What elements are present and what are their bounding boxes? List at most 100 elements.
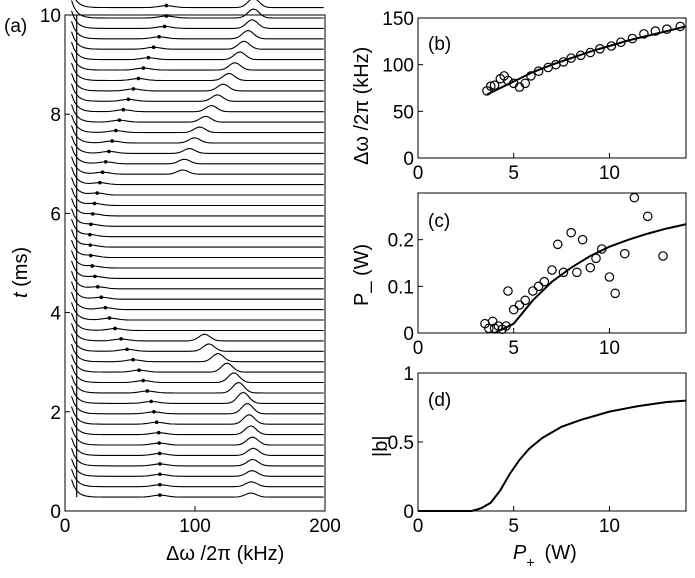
spectrum-trace <box>70 198 324 217</box>
data-point <box>487 316 498 327</box>
spectrum-trace <box>70 104 324 123</box>
panel-c-ytick-label: 0 <box>403 324 414 345</box>
data-point <box>650 26 661 36</box>
data-point <box>503 286 513 296</box>
panel-d-xtick-label: 10 <box>599 516 620 537</box>
spectrum-trace <box>70 343 324 363</box>
peak-track-dot <box>157 441 161 445</box>
peak-track-dot <box>119 337 123 341</box>
spectrum-trace <box>70 458 324 477</box>
peak-track-dot <box>126 97 131 102</box>
panel-a-ytick-label: 4 <box>50 304 61 325</box>
panel-d: (d) |b| P+ (W) 0 5 10 0 0.5 1 <box>370 364 687 570</box>
peak-track-dot <box>154 420 159 425</box>
peak-track-dot <box>103 305 108 310</box>
peak-track-dot <box>88 232 92 237</box>
panel-a-ytick-label: 0 <box>50 502 61 523</box>
panel-d-label: (d) <box>428 390 451 411</box>
peak-track-dot <box>89 222 93 227</box>
peak-track-dot <box>117 118 122 122</box>
peak-track-dot <box>88 253 93 258</box>
panel-c: (c) P_ (W) 0 5 10 0 0.1 0.2 <box>351 192 687 359</box>
spectrum-trace <box>70 41 324 61</box>
panel-c-xtick-label: 10 <box>599 338 620 359</box>
peak-track-dot <box>162 24 167 29</box>
fit-curve <box>486 25 687 96</box>
panel-b-ytick-label: 100 <box>382 56 414 77</box>
data-point <box>572 267 582 278</box>
spectrum-trace <box>70 364 324 384</box>
spectrum-trace <box>70 239 324 259</box>
peak-track-dot <box>107 149 111 154</box>
spectrum-trace <box>70 83 324 102</box>
spectrum-trace <box>70 375 324 394</box>
panel-a: (a) Δω /2π (kHz) t (ms) 0 100 200 0 2 4 6 8 10 <box>4 0 341 565</box>
spectrum-trace <box>70 448 324 467</box>
panel-b-xtick-label: 5 <box>508 163 519 184</box>
panel-c-ylabel: P_ (W) <box>351 244 373 306</box>
panel-b-ytick-label: 150 <box>382 9 414 30</box>
panel-c-frame <box>417 192 687 334</box>
peak-track-dot <box>158 493 162 497</box>
spectrum-trace <box>70 0 324 19</box>
spectrum-trace <box>70 52 324 71</box>
peak-track-dot <box>93 274 97 279</box>
spectrum-trace <box>70 385 324 404</box>
data-point <box>552 239 563 250</box>
peak-track-dot <box>146 55 151 60</box>
data-point <box>610 288 620 299</box>
peak-track-dot <box>110 139 114 143</box>
spectrum-trace <box>70 166 324 186</box>
data-point <box>485 81 496 91</box>
spectrum-trace <box>70 323 324 342</box>
panel-d-xlabel: P+ (W) <box>513 542 577 570</box>
peak-track-dot <box>145 389 150 393</box>
data-point <box>577 234 588 245</box>
panel-c-xtick-label: 5 <box>508 338 519 359</box>
spectrum-trace <box>70 177 324 196</box>
panel-a-ytick-label: 6 <box>50 204 61 225</box>
spectrum-trace <box>75 0 324 9</box>
data-point <box>619 248 630 259</box>
panel-d-ytick-label: 0 <box>403 502 414 523</box>
spectrum-trace <box>70 396 324 415</box>
peak-track-dot <box>90 212 95 216</box>
peak-track-dot <box>125 347 129 352</box>
peak-track-dot <box>136 76 141 81</box>
spectrum-trace <box>70 135 324 154</box>
peak-track-dot <box>100 170 105 175</box>
panel-d-ytick-label: 0.5 <box>388 433 414 454</box>
panel-d-xlabel-unit: (W) <box>545 542 577 564</box>
peak-track-dot <box>141 66 146 70</box>
peak-track-dot <box>137 368 141 372</box>
peak-track-dot <box>113 326 117 331</box>
fit-curve <box>494 223 687 334</box>
spectrum-trace <box>70 114 324 134</box>
spectrum-trace <box>70 333 324 352</box>
peak-track-dot <box>90 264 95 268</box>
data-point <box>595 43 605 54</box>
panel-c-xtick-label: 0 <box>413 338 424 359</box>
spectrum-trace <box>70 21 324 40</box>
peak-track-dot <box>95 284 100 289</box>
spectrum-trace <box>70 156 324 175</box>
panel-d-xtick-label: 0 <box>413 516 424 537</box>
spectrum-trace <box>70 218 324 238</box>
panel-a-ylabel-unit: (ms) <box>10 247 32 293</box>
data-point <box>629 192 640 203</box>
spectrum-trace <box>70 62 324 82</box>
spectrum-trace <box>70 187 324 207</box>
panel-d-frame <box>417 372 687 512</box>
panel-b-ytick-label: 50 <box>393 102 414 123</box>
peak-track-dot <box>103 160 108 164</box>
spectrum-trace <box>70 229 324 248</box>
data-point <box>642 211 653 222</box>
spectrum-trace <box>70 302 324 321</box>
panel-c-ytick-label: 0.1 <box>388 277 414 298</box>
panel-b-ytick-label: 0 <box>403 149 414 170</box>
spectrum-trace <box>70 479 324 498</box>
spectrum-trace <box>70 281 324 300</box>
panel-a-xtick-label: 100 <box>179 516 211 537</box>
b-curve <box>418 399 687 512</box>
